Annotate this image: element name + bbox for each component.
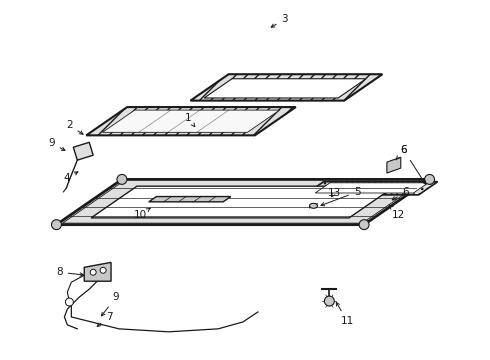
Text: 12: 12 xyxy=(389,205,405,220)
Text: 7: 7 xyxy=(97,312,112,327)
Circle shape xyxy=(51,220,61,230)
Circle shape xyxy=(90,269,96,275)
Text: 11: 11 xyxy=(336,302,354,326)
Text: 2: 2 xyxy=(66,121,83,134)
Text: 10: 10 xyxy=(134,208,150,220)
Polygon shape xyxy=(84,262,111,281)
Polygon shape xyxy=(56,179,430,225)
Polygon shape xyxy=(102,110,280,132)
Text: 6: 6 xyxy=(396,145,407,160)
Polygon shape xyxy=(315,183,428,193)
Circle shape xyxy=(425,175,435,184)
Polygon shape xyxy=(149,197,231,202)
Circle shape xyxy=(359,220,369,230)
Text: 13: 13 xyxy=(328,188,341,198)
Polygon shape xyxy=(191,74,382,100)
Polygon shape xyxy=(91,186,395,218)
Ellipse shape xyxy=(310,203,318,208)
Polygon shape xyxy=(74,142,93,160)
Polygon shape xyxy=(387,157,401,173)
Polygon shape xyxy=(86,107,296,135)
Text: 8: 8 xyxy=(56,267,83,277)
Text: 1: 1 xyxy=(185,113,195,127)
Text: 9: 9 xyxy=(48,138,65,150)
Circle shape xyxy=(100,267,106,273)
Circle shape xyxy=(117,175,127,184)
Text: 6: 6 xyxy=(400,145,425,184)
Text: 6: 6 xyxy=(392,187,409,200)
Polygon shape xyxy=(305,182,438,195)
Circle shape xyxy=(65,298,74,306)
Circle shape xyxy=(324,296,334,306)
Text: 5: 5 xyxy=(321,187,361,206)
Text: 3: 3 xyxy=(271,14,288,27)
Text: 9: 9 xyxy=(101,292,120,316)
Text: 4: 4 xyxy=(63,172,78,183)
Polygon shape xyxy=(204,79,366,98)
